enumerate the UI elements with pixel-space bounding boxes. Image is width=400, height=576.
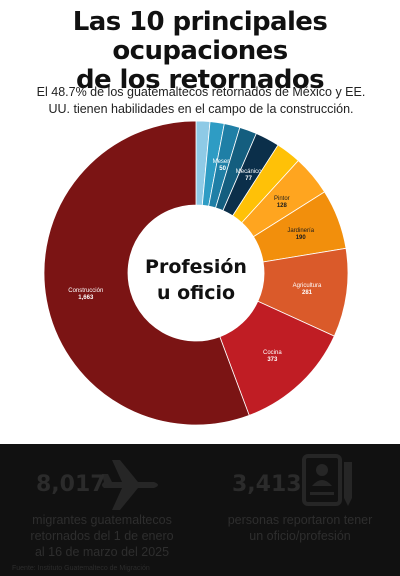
center-label-line-2: u oficio xyxy=(157,282,235,304)
stat-returned-line-3: al 16 de marzo del 2025 xyxy=(34,545,170,559)
slice-label: Pintor xyxy=(274,196,290,202)
slice-label: Mecánico xyxy=(236,169,262,175)
slice-label: Cocina xyxy=(263,350,282,356)
stat-returned-number: 8,017 xyxy=(36,472,106,497)
slice-value: 190 xyxy=(296,235,307,241)
subtitle-line-2: UU. tienen habilidades en el campo de la… xyxy=(48,102,354,116)
slice-value: 281 xyxy=(302,290,313,296)
slice-label: Mesero xyxy=(213,159,234,165)
slice-label: Construcción xyxy=(68,288,103,294)
title-line-1: Las 10 principales ocupaciones xyxy=(72,7,328,66)
stat-occupation-line-2: un oficio/profesión xyxy=(249,529,351,543)
stat-occupation-number: 3,413 xyxy=(232,472,302,497)
airplane-icon xyxy=(102,460,158,510)
slice-value: 50 xyxy=(219,166,226,172)
slice-label: Jardinería xyxy=(287,228,314,234)
stat-returned-line-2: retornados del 1 de enero xyxy=(30,529,174,543)
page-title: Las 10 principales ocupaciones de los re… xyxy=(0,8,400,95)
stat-returned-text: migrantes guatemaltecos retornados del 1… xyxy=(12,512,192,560)
center-label-line-1: Profesión xyxy=(145,256,247,278)
stat-occupation-line-1: personas reportaron tener xyxy=(227,513,373,527)
title-line-2: de los retornados xyxy=(76,65,325,95)
subtitle: El 48.7% de los guatemaltecos retornados… xyxy=(18,84,384,118)
slice-value: 77 xyxy=(245,176,252,182)
slice-value: 373 xyxy=(267,357,278,363)
stat-occupation-text: personas reportaron tener un oficio/prof… xyxy=(210,512,390,544)
slice-label: Agricultura xyxy=(293,283,322,289)
stat-returned-line-1: migrantes guatemaltecos xyxy=(32,513,172,527)
bottom-stats-panel: 8,017 migrantes guatemaltecos retornados… xyxy=(0,444,400,576)
resume-icon xyxy=(302,454,352,506)
donut-hole xyxy=(128,205,264,341)
slice-value: 1,663 xyxy=(78,295,94,301)
slice-value: 128 xyxy=(277,203,288,209)
subtitle-line-1: El 48.7% de los guatemaltecos retornados… xyxy=(36,85,366,99)
source-note: Fuente: Instituto Guatemalteco de Migrac… xyxy=(12,565,150,572)
